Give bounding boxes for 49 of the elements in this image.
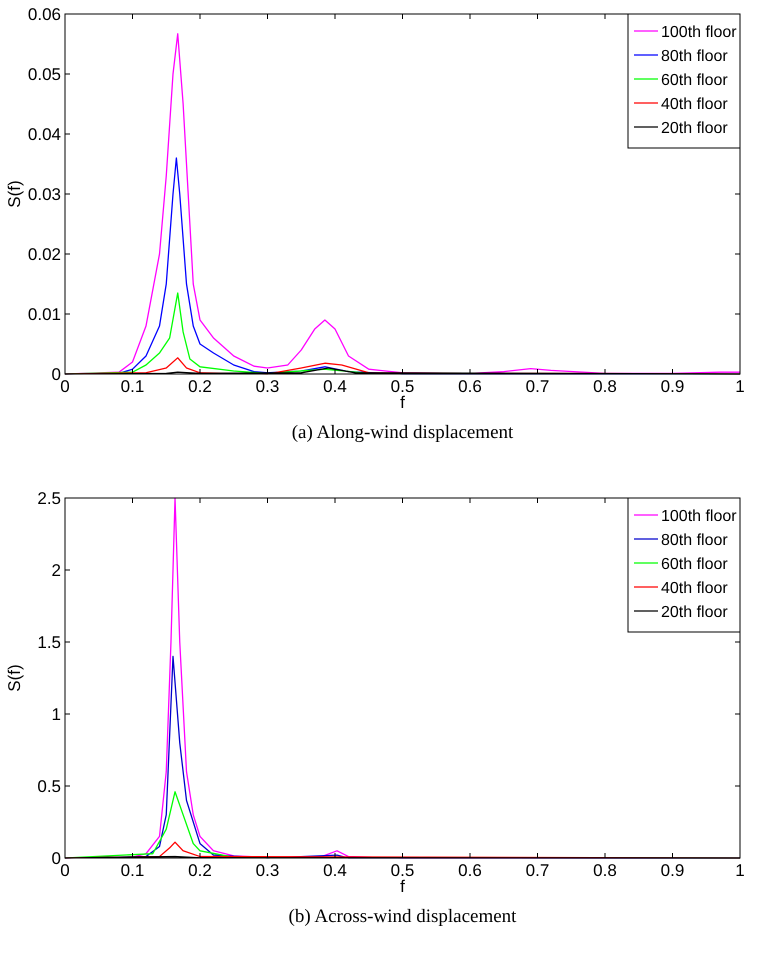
y-tick-label: 0.05: [28, 65, 61, 84]
x-tick-label: 0.1: [120, 377, 144, 396]
x-tick-label: 0.4: [323, 377, 347, 396]
legend-label: 60th floor: [661, 72, 728, 89]
legend-label: 20th floor: [661, 604, 728, 621]
x-axis-title: f: [400, 877, 406, 896]
legend-label: 100th floor: [661, 508, 738, 525]
x-tick-label: 1: [735, 377, 745, 396]
x-tick-label: 0.8: [593, 861, 617, 880]
y-axis-title: S(f): [5, 664, 24, 692]
x-tick-label: 0.7: [526, 377, 550, 396]
y-axis-title: S(f): [5, 180, 24, 208]
x-tick-label: 0.6: [458, 377, 482, 396]
x-tick-label: 0.2: [188, 861, 212, 880]
text: (a) Along-wind displacement: [292, 422, 514, 443]
x-tick-label: 0.5: [390, 861, 414, 880]
text: (b) Across-wind displacement: [288, 906, 518, 927]
y-tick-label: 0: [52, 849, 61, 868]
x-tick-label: 1: [735, 861, 745, 880]
x-tick-label: 0.3: [256, 377, 280, 396]
x-tick-label: 0.7: [526, 861, 550, 880]
x-tick-label: 0.4: [323, 861, 347, 880]
legend-label: 100th floor: [661, 24, 738, 41]
x-tick-label: 0.9: [660, 377, 684, 396]
y-tick-label: 0.5: [37, 777, 61, 796]
legend-label: 40th floor: [661, 580, 728, 597]
y-tick-label: 0.04: [28, 125, 61, 144]
y-tick-label: 0.01: [28, 305, 61, 324]
x-tick-label: 0.5: [390, 377, 414, 396]
y-tick-label: 1: [52, 705, 61, 724]
legend-label: 60th floor: [661, 556, 728, 573]
x-tick-label: 0.2: [188, 377, 212, 396]
y-tick-label: 1.5: [37, 633, 61, 652]
legend-label: 80th floor: [661, 48, 728, 65]
y-tick-label: 0.03: [28, 185, 61, 204]
y-tick-label: 2.5: [37, 489, 61, 508]
x-tick-label: 0.3: [256, 861, 280, 880]
x-tick-label: 0.1: [120, 861, 144, 880]
y-tick-label: 2: [52, 561, 61, 580]
x-tick-label: 0.6: [458, 861, 482, 880]
x-axis-title: f: [400, 393, 406, 412]
x-tick-label: 0.9: [660, 861, 684, 880]
y-tick-label: 0.02: [28, 245, 61, 264]
y-tick-label: 0.06: [28, 5, 61, 24]
legend-label: 40th floor: [661, 96, 728, 113]
x-tick-label: 0.8: [593, 377, 617, 396]
y-tick-label: 0: [52, 365, 61, 384]
legend-label: 20th floor: [661, 120, 728, 137]
legend-label: 80th floor: [661, 532, 728, 549]
